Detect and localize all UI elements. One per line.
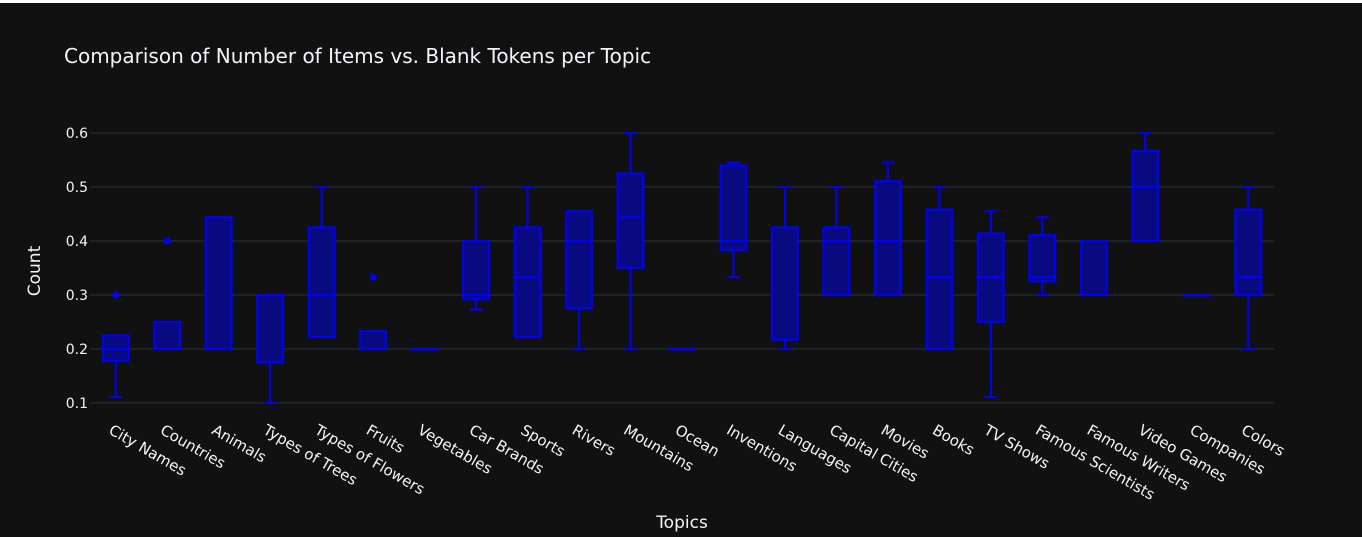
y-tick-label: 0.1	[66, 396, 88, 412]
box-body	[153, 320, 182, 350]
box-body	[1079, 239, 1108, 296]
box-body	[719, 164, 748, 252]
outlier-point	[112, 291, 120, 299]
box-5	[307, 185, 336, 339]
box-19	[1028, 216, 1057, 296]
y-axis-title: Count	[25, 245, 45, 296]
box-18	[977, 210, 1005, 398]
box-14	[771, 185, 799, 350]
chart-title: Comparison of Number of Items vs. Blank …	[64, 44, 651, 68]
box-21	[1131, 132, 1160, 242]
box-body	[1234, 208, 1263, 296]
box-body	[1028, 234, 1057, 283]
box-16	[874, 161, 902, 296]
y-axis-ticks: 0.1 0.2 0.3 0.4 0.5 0.6	[66, 126, 88, 412]
chart-container: Comparison of Number of Items vs. Blank …	[0, 3, 1362, 537]
box-body	[771, 226, 799, 341]
box-6	[359, 273, 387, 350]
outlier-point	[163, 237, 171, 245]
box-20	[1079, 239, 1108, 296]
box-body	[204, 216, 233, 350]
box-11	[616, 132, 645, 350]
box-body	[1131, 149, 1160, 242]
box-2	[153, 237, 182, 350]
box-body	[307, 226, 336, 339]
box-17	[925, 185, 954, 350]
box-10	[565, 210, 593, 350]
box-body	[462, 239, 490, 301]
box-body	[513, 226, 542, 339]
box-23	[1234, 185, 1263, 350]
box-12	[668, 347, 696, 351]
box-body	[565, 210, 593, 310]
box-body	[359, 330, 387, 350]
box-9	[513, 185, 542, 339]
x-tick-label: Books	[929, 421, 977, 459]
box-15	[822, 185, 851, 296]
y-tick-label: 0.4	[66, 234, 88, 250]
box-body	[256, 293, 285, 364]
box-body	[874, 180, 902, 296]
box-7	[410, 347, 439, 351]
boxes	[101, 132, 1263, 404]
y-tick-label: 0.3	[66, 288, 88, 304]
gridlines	[90, 132, 1274, 404]
box-plot: Comparison of Number of Items vs. Blank …	[25, 44, 1288, 533]
box-body	[822, 226, 851, 296]
box-body	[616, 172, 645, 269]
box-body	[925, 208, 954, 350]
box-4	[256, 293, 285, 404]
y-tick-label: 0.2	[66, 342, 88, 358]
box-1	[101, 291, 130, 398]
box-22	[1182, 293, 1211, 297]
box-3	[204, 216, 233, 350]
x-tick-label: Rivers	[569, 421, 619, 460]
x-axis-title: Topics	[655, 513, 708, 533]
box-13	[719, 161, 748, 279]
outlier-point	[369, 273, 377, 281]
box-8	[462, 185, 490, 311]
y-tick-label: 0.6	[66, 126, 88, 142]
y-tick-label: 0.5	[66, 180, 88, 196]
